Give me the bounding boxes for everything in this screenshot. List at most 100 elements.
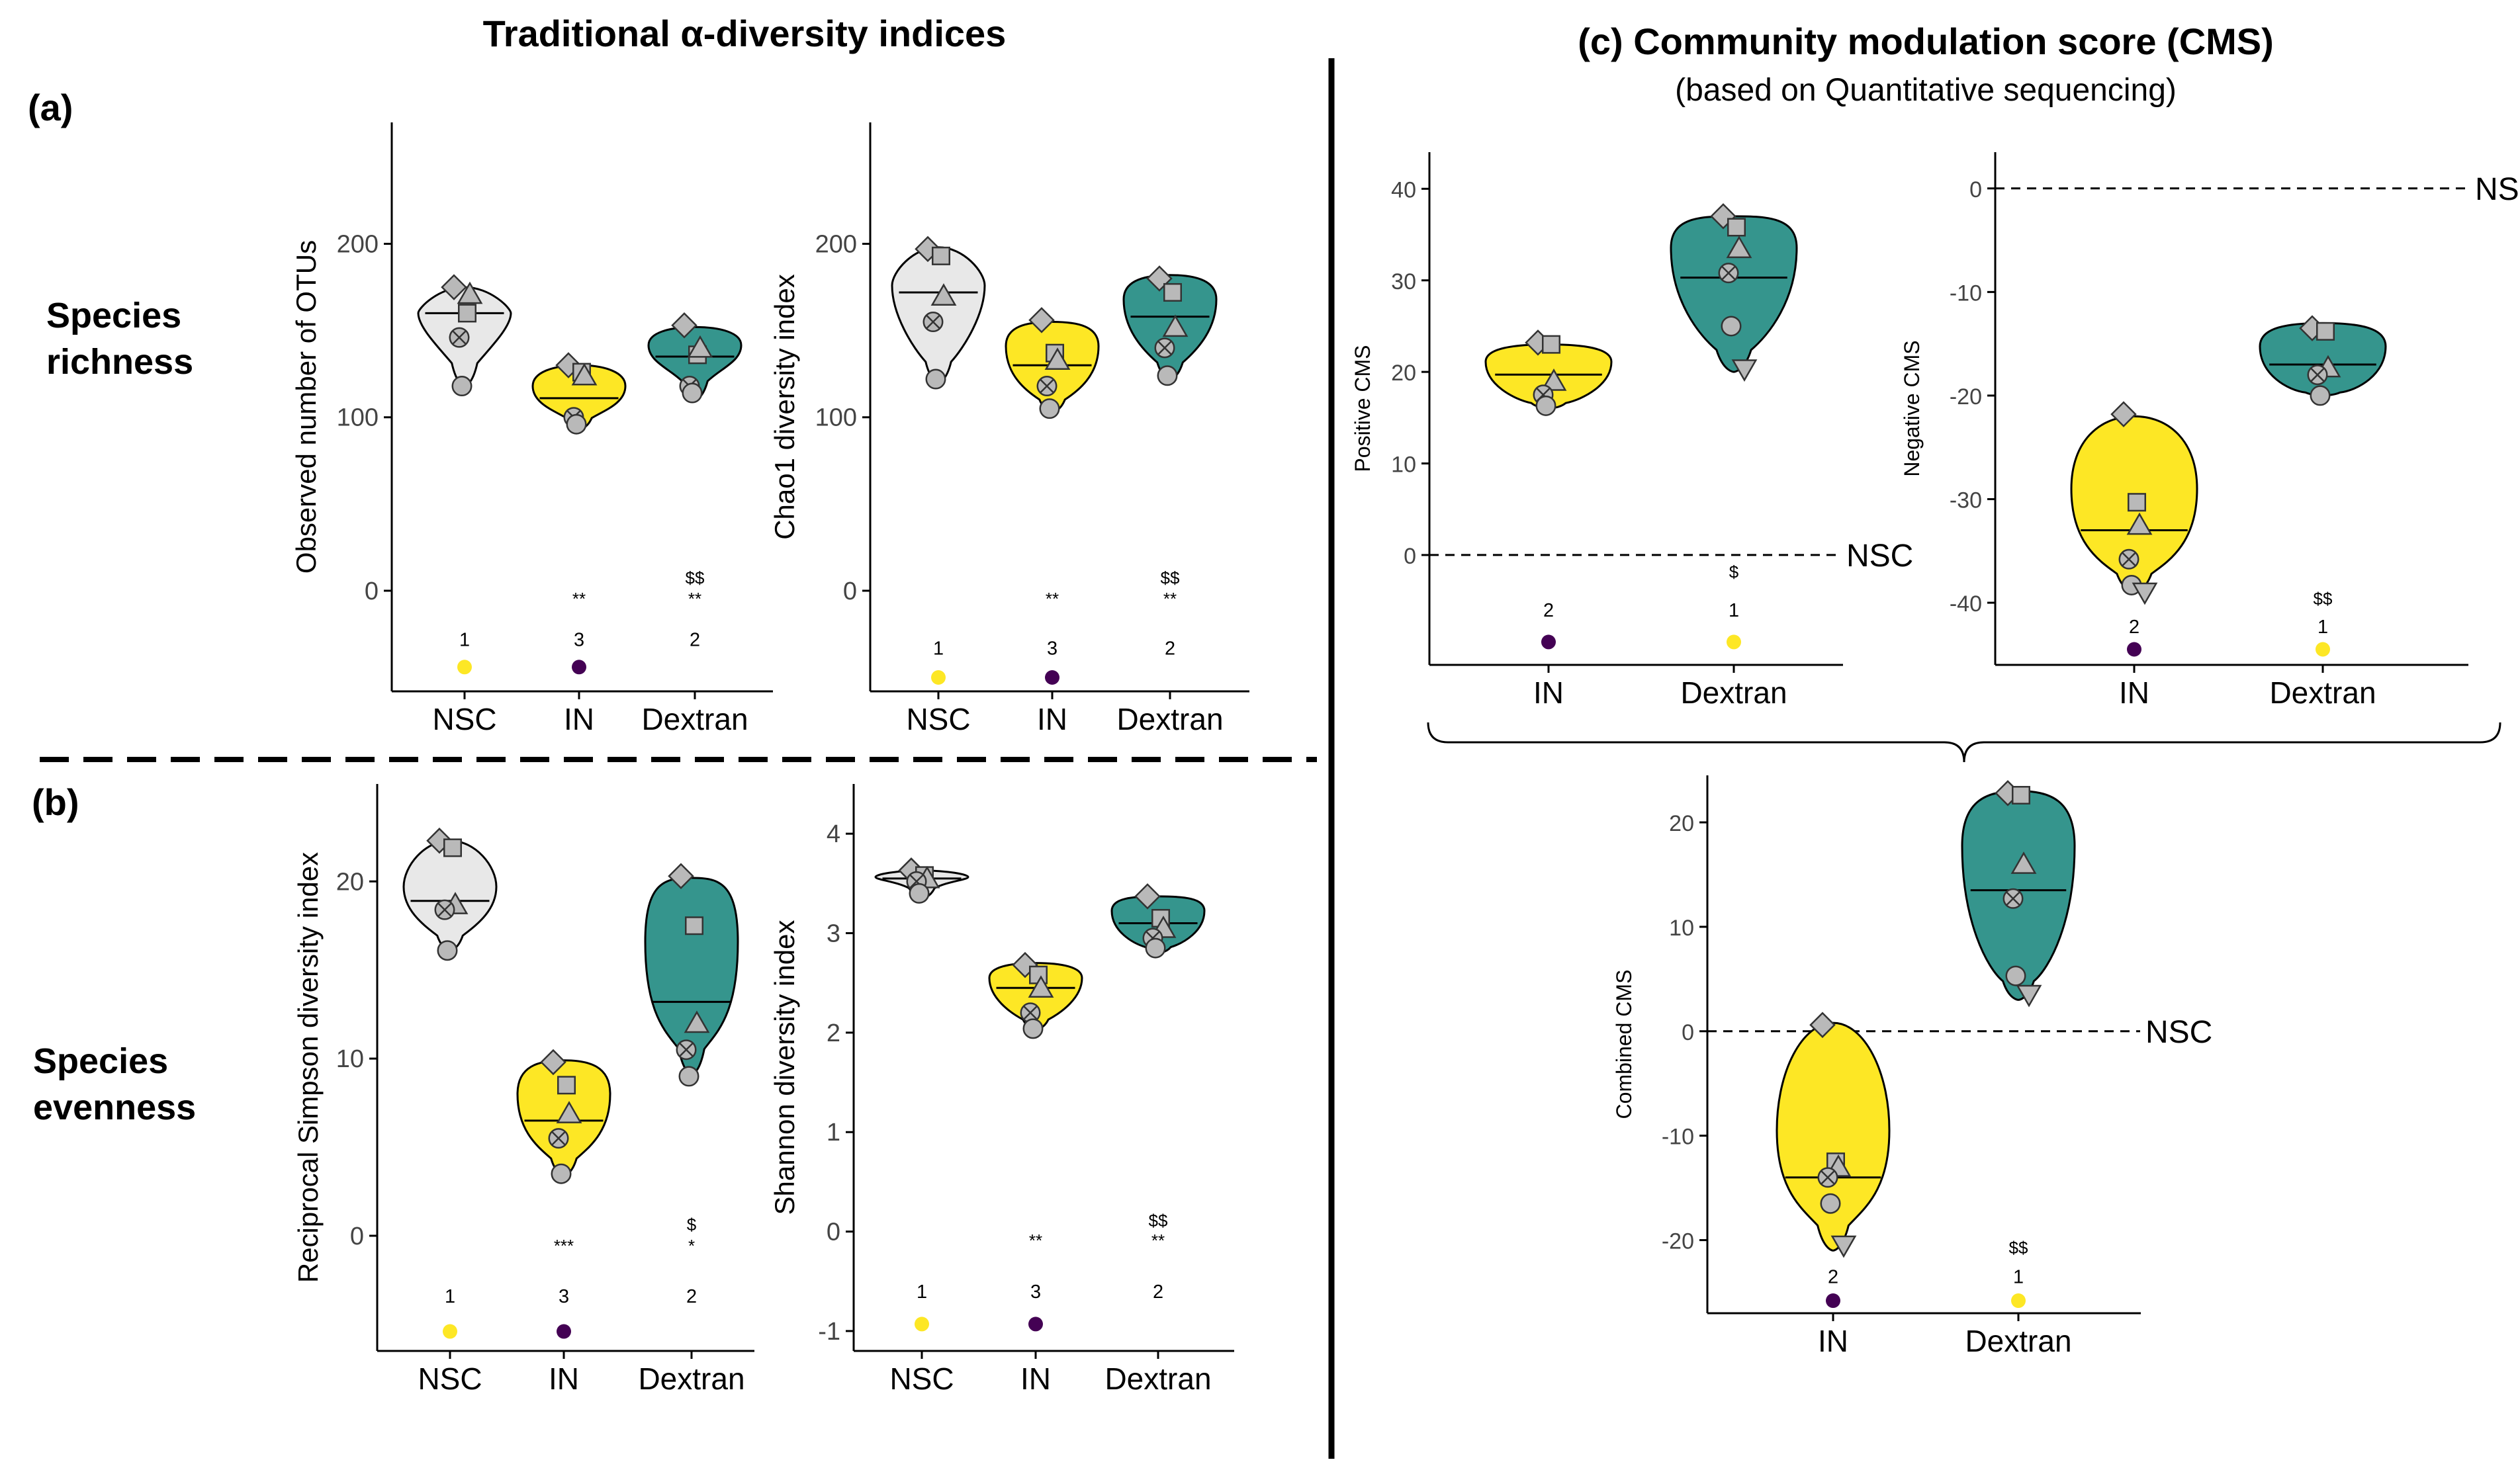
rank-label: 1 [917, 1281, 927, 1303]
y-tick-label: 4 [827, 820, 840, 848]
y-tick-label: 100 [815, 404, 857, 432]
point-triangle [1044, 347, 1071, 370]
rank-dot-purple [1028, 1317, 1043, 1332]
point-circle [1820, 1193, 1841, 1214]
rank-label: 3 [1047, 638, 1058, 659]
rank-dot-yellow [931, 670, 946, 685]
rank-dot-purple [1045, 670, 1059, 685]
rank-label: 1 [1729, 600, 1739, 621]
point-circle-cross [2002, 888, 2024, 909]
row-b-label-line1: Species [33, 1041, 168, 1081]
y-tick-label: -10 [1662, 1125, 1694, 1150]
significance-label: $$ [686, 568, 705, 587]
point-square [2012, 785, 2030, 804]
right-title: (c) Community modulation score (CMS) [1578, 21, 2274, 62]
significance-label: $$ [1149, 1211, 1168, 1231]
point-circle-cross [434, 899, 455, 920]
rank-dot-purple [1826, 1293, 1840, 1309]
significance-label: ** [1163, 589, 1177, 609]
row-a-label-line1: Species [46, 296, 181, 335]
point-circle-cross [2118, 548, 2139, 570]
significance-label: ** [1046, 589, 1059, 609]
chart-combined-cms: -20 -10 0 10 20 Combined CMS NSC IN Dextran $$ 2 1 [1612, 775, 2212, 1358]
x-tick-label: IN [1818, 1324, 1848, 1358]
significance-label: $ [687, 1215, 697, 1234]
rank-dot-yellow [1727, 634, 1741, 650]
significance-label: $$ [2314, 589, 2333, 609]
row-b-label-line2: evenness [33, 1088, 196, 1127]
y-tick-label: -10 [1950, 281, 1982, 306]
y-tick-label: 1 [827, 1119, 840, 1147]
rank-label: 2 [1165, 638, 1175, 659]
point-triangle [1028, 975, 1054, 998]
point-diamond [1809, 1012, 1836, 1039]
point-circle [437, 940, 458, 961]
y-tick-label: 0 [1969, 177, 1982, 202]
point-triangle [457, 281, 483, 304]
point-triangle [930, 283, 957, 306]
significance-label: * [688, 1236, 695, 1256]
rank-dot-purple [1541, 634, 1556, 650]
point-cross-line [925, 314, 941, 329]
point-circle-cross [449, 327, 470, 348]
significance-label: $ [1729, 562, 1739, 582]
significance-label: ** [1029, 1231, 1042, 1250]
point-diamond [1028, 307, 1055, 333]
chart-shannon: -1 0 1 2 3 4 Shannon diversity index NSC IN Dextr… [769, 784, 1234, 1396]
rank-label: 2 [2129, 617, 2139, 638]
x-tick-label: IN [2119, 675, 2149, 710]
point-triangle [556, 1101, 582, 1123]
rank-label: 2 [1543, 600, 1554, 621]
chart-chao1: 0 100 200 Chao1 diversity index NSC IN Dextran… [769, 122, 1249, 736]
y-tick-label: 0 [1682, 1020, 1694, 1045]
point-circle-cross [1154, 337, 1175, 359]
y-axis-label: Shannon diversity index [769, 920, 800, 1215]
point-triangle [571, 363, 598, 386]
point-triangle [2010, 851, 2037, 874]
chart-positive-cms: 0 10 20 30 40 Positive CMS NSC IN Dextran $2 1 [1351, 152, 1913, 710]
point-circle [925, 368, 946, 390]
point-circle-cross [676, 1039, 697, 1061]
point-triangle [2126, 512, 2153, 535]
x-tick-label: Dextran [1965, 1324, 2071, 1358]
rank-label: 1 [445, 1286, 455, 1307]
point-circle-cross [1036, 376, 1058, 397]
point-circle [566, 413, 587, 435]
point-diamond [668, 863, 694, 890]
point-circle [909, 883, 930, 904]
x-tick-label: Dextran [1116, 702, 1223, 736]
y-tick-label: 10 [1391, 453, 1416, 478]
rank-label: 2 [1153, 1281, 1163, 1303]
x-tick-label: Dextran [1104, 1362, 1211, 1396]
point-circle-cross [1718, 263, 1739, 284]
point-inverted-triangle [1731, 359, 1758, 382]
point-cross-line [1022, 1005, 1038, 1020]
y-axis-label: Combined CMS [1612, 970, 1636, 1119]
x-tick-label: NSC [906, 702, 970, 736]
rank-label: 2 [690, 629, 700, 650]
y-tick-label: 200 [337, 231, 379, 259]
point-cross-line [437, 902, 453, 918]
x-tick-label: IN [1020, 1362, 1051, 1396]
chart-reciprocal-simpson: 0 10 20 Reciprocal Simpson diversity index N… [292, 784, 754, 1396]
y-tick-label: 100 [337, 404, 379, 432]
x-tick-label: Dextran [641, 702, 748, 736]
point-circle-cross [548, 1128, 569, 1149]
significance-label: *** [554, 1236, 574, 1256]
point-diamond [2110, 401, 2137, 427]
y-axis-label: Positive CMS [1351, 345, 1374, 472]
point-circle [1157, 365, 1178, 386]
point-circle [1039, 398, 1060, 419]
y-tick-label: 200 [815, 231, 857, 259]
y-axis-label: Negative CMS [1900, 340, 1924, 476]
point-cross-line [451, 330, 467, 345]
point-square [2316, 322, 2335, 341]
significance-label: ** [688, 589, 701, 609]
y-tick-label: 10 [336, 1045, 364, 1073]
rank-dot-purple [557, 1324, 571, 1339]
y-tick-label: -40 [1950, 591, 1982, 617]
point-triangle [1162, 314, 1189, 337]
group-bracket [1427, 722, 2501, 763]
panel-a-label: (a) [28, 87, 73, 128]
